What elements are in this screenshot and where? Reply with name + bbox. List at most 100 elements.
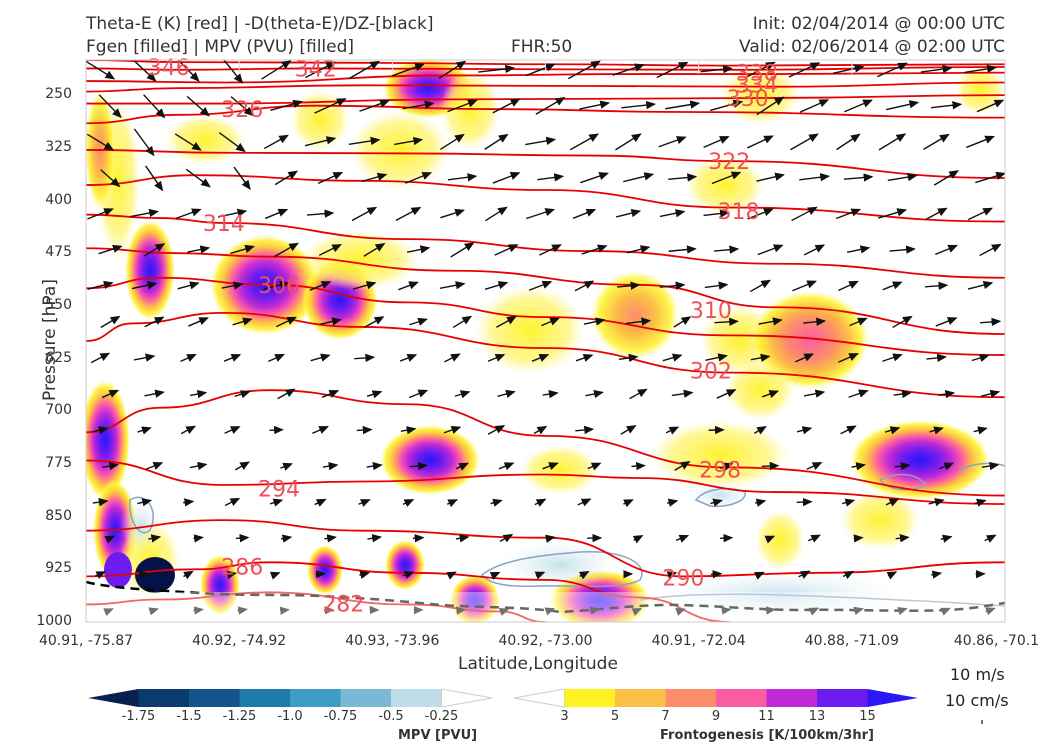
wind-arrow <box>492 98 521 114</box>
wind-arrow <box>131 281 158 290</box>
wind-arrow <box>132 60 157 82</box>
colorbar-swatch <box>766 689 818 707</box>
wind-arrow <box>496 316 517 328</box>
theta-e-contour <box>86 174 1005 223</box>
y-tick-label: 550 <box>45 296 72 313</box>
wind-arrow <box>542 462 559 471</box>
wind-arrow <box>842 498 856 507</box>
wind-arrow <box>183 498 195 507</box>
wind-arrow <box>539 244 562 256</box>
wind-arrow <box>235 533 250 543</box>
colorbar-swatch <box>817 689 868 707</box>
wind-arrow <box>145 462 164 470</box>
wind-arrow <box>145 165 164 192</box>
wind-arrow <box>279 606 290 615</box>
wind-arrow <box>979 243 1002 257</box>
wind-arrow <box>581 244 608 255</box>
wind-arrow <box>761 390 780 398</box>
wind-arrow <box>675 608 686 616</box>
wind-arrow <box>494 244 519 256</box>
colorbar-tick-label: 3 <box>560 709 569 724</box>
wind-arrow <box>878 208 908 219</box>
wind-arrow <box>714 245 740 254</box>
wind-arrow <box>940 607 951 616</box>
colorbar-tick-label: -1.25 <box>222 709 257 724</box>
wind-arrow <box>703 135 730 149</box>
wind-arrow <box>790 133 819 151</box>
colorbar-tick-label: -1.75 <box>121 709 156 724</box>
wind-arrow <box>490 498 503 507</box>
wind-arrow <box>616 209 642 218</box>
wind-arrow <box>193 606 205 615</box>
wind-arrow <box>878 133 907 151</box>
fgen-colorbar <box>513 688 918 708</box>
colorbar-tick-label: 7 <box>661 709 670 724</box>
wind-arrow <box>180 425 196 435</box>
wind-arrow <box>101 389 120 399</box>
wind-arrow <box>269 425 284 435</box>
colorbar-swatch <box>665 689 717 707</box>
wind-arrow <box>174 133 202 151</box>
wind-arrow <box>133 128 155 157</box>
theta-e-contour <box>86 459 1005 505</box>
wind-arrow <box>274 170 299 186</box>
wind-arrow <box>86 133 115 151</box>
wind-arrow <box>710 99 744 112</box>
wind-arrow <box>234 461 250 471</box>
colorbar-tick-label: 5 <box>610 709 620 724</box>
wind-arrow <box>832 64 865 74</box>
wind-arrow <box>966 135 995 149</box>
wind-arrow <box>967 207 994 221</box>
wind-arrow <box>716 389 737 399</box>
wind-arrow <box>439 281 466 290</box>
wind-arrow <box>261 60 292 80</box>
wind-arrow <box>232 317 253 326</box>
wind-arrow <box>720 533 734 543</box>
wind-arrow <box>764 535 776 544</box>
wind-arrow <box>882 281 903 291</box>
x-tick-label: 40.91, -72.04 <box>651 633 746 649</box>
y-tick-label: 700 <box>45 402 72 419</box>
wind-arrow <box>757 244 784 256</box>
wind-arrow <box>568 60 601 80</box>
wind-arrow <box>892 315 913 329</box>
wind-arrow <box>498 462 515 471</box>
wind-arrow <box>846 245 871 254</box>
wind-arrow <box>747 208 774 220</box>
colorbar-swatch <box>716 689 767 707</box>
wind-arrow <box>835 208 862 220</box>
wind-arrow <box>894 461 911 471</box>
wind-arrow <box>940 534 953 543</box>
theta-e-label: 282 <box>322 593 364 618</box>
theta-e-contour <box>86 71 1005 84</box>
wind-arrow <box>185 168 211 188</box>
wind-arrow <box>668 173 698 182</box>
wind-arrow <box>446 499 459 508</box>
wind-arrow <box>497 389 516 398</box>
wind-arrow <box>750 353 771 362</box>
wind-arrow <box>394 136 424 146</box>
wind-arrow <box>631 461 646 471</box>
wind-arrow <box>269 498 284 507</box>
wind-arrow <box>439 133 465 151</box>
wind-arrow <box>973 426 988 435</box>
colorbar-swatch <box>615 689 666 707</box>
y-tick-label: 850 <box>45 507 72 524</box>
wind-arrow <box>985 607 996 616</box>
wind-arrow <box>322 462 339 471</box>
wind-arrow <box>844 99 873 113</box>
wind-arrow <box>143 94 166 119</box>
wind-arrow <box>133 353 156 362</box>
colorbar-tick-label: 13 <box>808 709 826 724</box>
wind-arrow <box>792 280 817 292</box>
y-tick-label: 775 <box>45 454 72 471</box>
wind-arrow <box>658 136 687 148</box>
wind-arrow <box>440 208 465 219</box>
wind-arrow <box>981 461 1000 471</box>
wind-arrow <box>877 62 908 78</box>
wind-arrow <box>92 498 109 507</box>
wind-arrow <box>674 461 691 471</box>
theta-e-contour <box>86 94 1005 105</box>
wind-arrow <box>585 389 604 399</box>
wind-arrow <box>838 353 859 363</box>
